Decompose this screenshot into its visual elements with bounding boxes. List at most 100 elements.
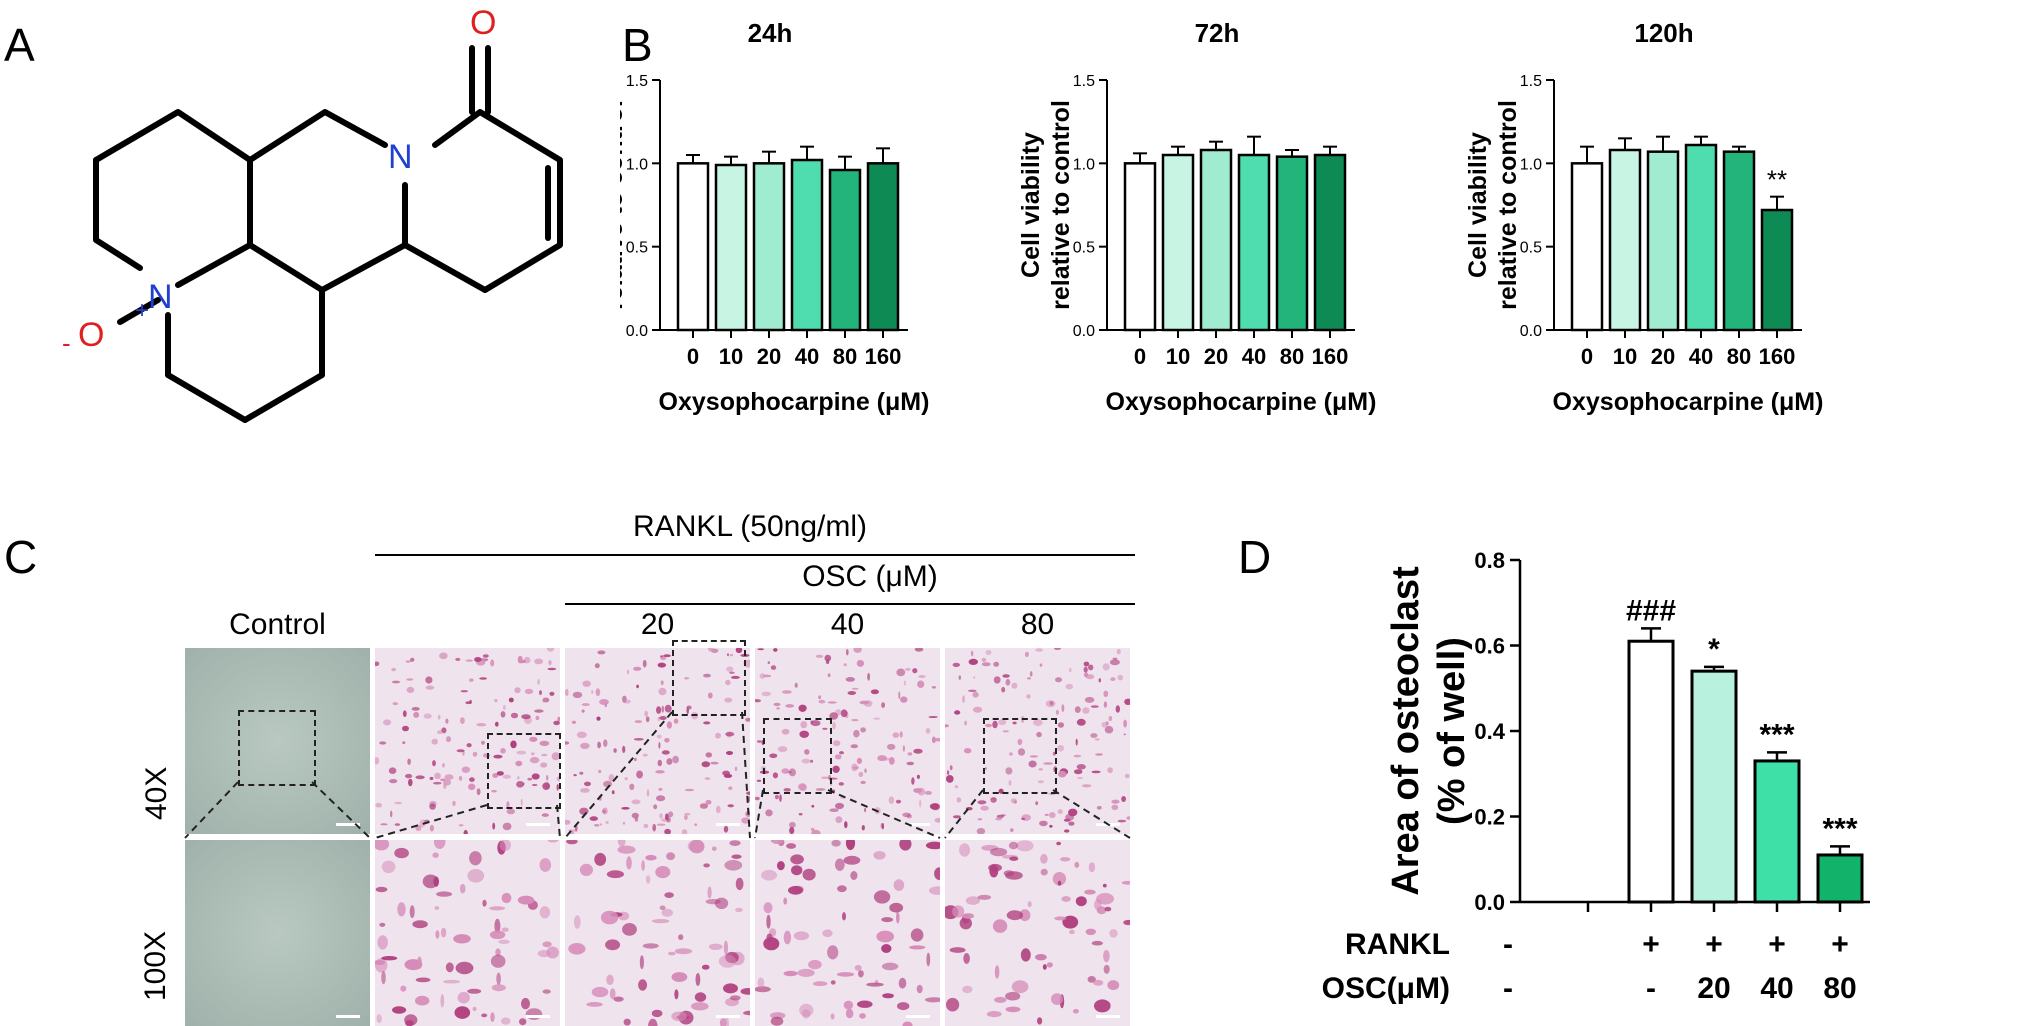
stain-dot: [893, 879, 905, 891]
stain-dot: [521, 997, 530, 1010]
stain-dot: [838, 782, 844, 786]
y-tick-label: 0.4: [1474, 719, 1505, 744]
stain-dot: [553, 720, 560, 726]
stain-dot: [576, 731, 587, 739]
stain-dot: [1006, 910, 1024, 921]
y-tick-label: 0.0: [1474, 890, 1505, 915]
stain-dot: [501, 892, 512, 904]
stain-dot: [434, 906, 440, 910]
stain-dot: [1008, 841, 1019, 850]
stain-dot: [517, 895, 535, 905]
stain-dot: [972, 691, 979, 698]
stain-dot: [902, 812, 911, 818]
stain-dot: [658, 787, 663, 791]
osc-label: OSC (μM): [802, 560, 938, 593]
stain-dot: [440, 778, 446, 782]
stain-dot: [391, 667, 397, 672]
stain-dot: [994, 996, 1007, 1003]
stain-dot: [802, 868, 816, 881]
stain-dot: [788, 885, 804, 895]
bar: [676, 162, 710, 332]
stain-dot: [646, 789, 650, 797]
atom-o-top: O: [470, 4, 496, 42]
stain-dot: [454, 1006, 471, 1019]
bar: [1722, 150, 1756, 332]
stain-dot: [684, 812, 691, 816]
stain-dot: [659, 905, 666, 911]
stain-dot: [729, 671, 735, 674]
stain-dot: [1033, 719, 1043, 726]
stain-dot: [501, 1017, 511, 1025]
stain-dot: [992, 919, 1008, 933]
stain-dot: [952, 905, 965, 918]
stain-dot: [1054, 916, 1067, 921]
stain-dot: [1035, 801, 1039, 806]
stain-dot: [755, 699, 761, 703]
stain-dot: [861, 825, 865, 831]
stain-dot: [985, 723, 993, 728]
stain-dot: [699, 803, 708, 809]
stain-dot: [663, 654, 671, 658]
stain-dot: [529, 736, 538, 742]
stain-dot: [1068, 821, 1075, 826]
stain-dot: [623, 699, 631, 704]
stain-dot: [415, 995, 430, 1006]
stain-dot: [1124, 698, 1130, 705]
stain-dot: [671, 972, 688, 982]
stain-dot: [566, 840, 578, 845]
stain-dot: [835, 802, 844, 810]
stain-dot: [402, 741, 406, 744]
stain-dot: [392, 1006, 407, 1014]
stain-dot: [707, 648, 714, 652]
stain-dot: [1027, 901, 1032, 908]
stain-dot: [442, 763, 445, 768]
stain-dot: [433, 840, 446, 849]
y-axis-label: Cell viabilityrelative to control: [620, 100, 628, 310]
stain-dot: [952, 662, 960, 667]
stain-dot: [1052, 872, 1067, 886]
stain-dot: [858, 970, 864, 978]
stain-dot: [812, 981, 828, 987]
stain-dot: [437, 730, 443, 735]
stain-dot: [608, 774, 615, 782]
stain-dot: [1121, 880, 1130, 885]
treatment-cell: 40: [1760, 972, 1793, 1005]
stain-dot: [818, 699, 826, 704]
stain-dot: [729, 995, 741, 1001]
stain-dot: [840, 796, 846, 799]
y-axis-label-line1: Area of osteoclast: [1385, 566, 1427, 896]
stain-dot: [394, 847, 409, 859]
stain-dot: [548, 660, 552, 666]
stain-dot: [465, 701, 472, 705]
stain-dot: [542, 989, 551, 994]
stain-dot: [701, 964, 710, 970]
bar: [1760, 208, 1794, 332]
stain-dot: [892, 732, 900, 738]
stain-dot: [740, 988, 750, 995]
stain-dot: [818, 695, 821, 700]
stain-dot: [606, 974, 614, 986]
stain-dot: [1083, 672, 1089, 678]
stain-dot: [968, 658, 978, 665]
stain-dot: [827, 673, 831, 678]
treatment-cell: +: [1642, 928, 1660, 961]
stain-dot: [639, 955, 644, 970]
stain-dot: [707, 886, 712, 899]
stain-dot: [873, 717, 881, 720]
y-tick-label: 1.5: [626, 73, 648, 90]
stain-dot: [549, 691, 555, 696]
stain-dot: [404, 959, 423, 971]
stain-dot: [860, 727, 866, 733]
stain-dot: [657, 662, 666, 668]
micrograph-panel: RANKL (50ng/ml) OSC (μM) Control 20 40 8…: [0, 500, 1160, 1026]
stain-dot: [931, 736, 936, 744]
treatment-cell: -: [1503, 972, 1513, 1005]
stain-dot: [1088, 664, 1094, 671]
stain-dot: [413, 711, 420, 718]
stain-dot: [1124, 773, 1130, 779]
stain-dot: [589, 816, 598, 821]
stain-dot: [798, 813, 803, 816]
stain-dot: [723, 983, 738, 994]
bar: [866, 162, 900, 332]
stain-dot: [1039, 663, 1043, 667]
